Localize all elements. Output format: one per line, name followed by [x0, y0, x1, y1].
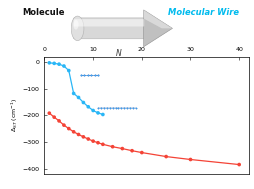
- Point: [52, 116, 56, 119]
- Point: [81, 135, 85, 138]
- Text: N: N: [116, 49, 122, 58]
- Point: [47, 61, 51, 64]
- FancyBboxPatch shape: [74, 19, 144, 26]
- Point: [101, 113, 105, 116]
- Point: [91, 109, 95, 112]
- Point: [81, 101, 85, 104]
- Point: [76, 133, 81, 136]
- Point: [62, 64, 66, 67]
- Point: [57, 63, 61, 66]
- Point: [237, 163, 241, 166]
- Point: [164, 155, 168, 158]
- Point: [86, 137, 90, 140]
- Point: [62, 124, 66, 127]
- Point: [47, 112, 51, 115]
- Y-axis label: $\Delta_{ST}\ \mathrm{(cm^{-1})}$: $\Delta_{ST}\ \mathrm{(cm^{-1})}$: [9, 98, 20, 132]
- Point: [91, 140, 95, 143]
- Point: [96, 141, 100, 144]
- Point: [101, 143, 105, 146]
- Ellipse shape: [71, 16, 84, 41]
- Polygon shape: [144, 10, 172, 47]
- Ellipse shape: [73, 20, 78, 30]
- Point: [96, 111, 100, 114]
- Point: [67, 69, 71, 72]
- Point: [67, 127, 71, 130]
- Point: [86, 105, 90, 108]
- FancyBboxPatch shape: [74, 18, 144, 39]
- Point: [120, 147, 124, 150]
- Text: Molecule: Molecule: [22, 8, 65, 17]
- Point: [57, 119, 61, 122]
- Point: [130, 149, 134, 152]
- Text: Molecular Wire: Molecular Wire: [168, 8, 239, 17]
- Point: [188, 158, 193, 161]
- Point: [140, 151, 144, 154]
- Point: [72, 92, 76, 95]
- Point: [110, 145, 115, 148]
- Point: [76, 96, 81, 99]
- Point: [72, 130, 76, 133]
- Polygon shape: [144, 10, 172, 28]
- Point: [52, 62, 56, 65]
